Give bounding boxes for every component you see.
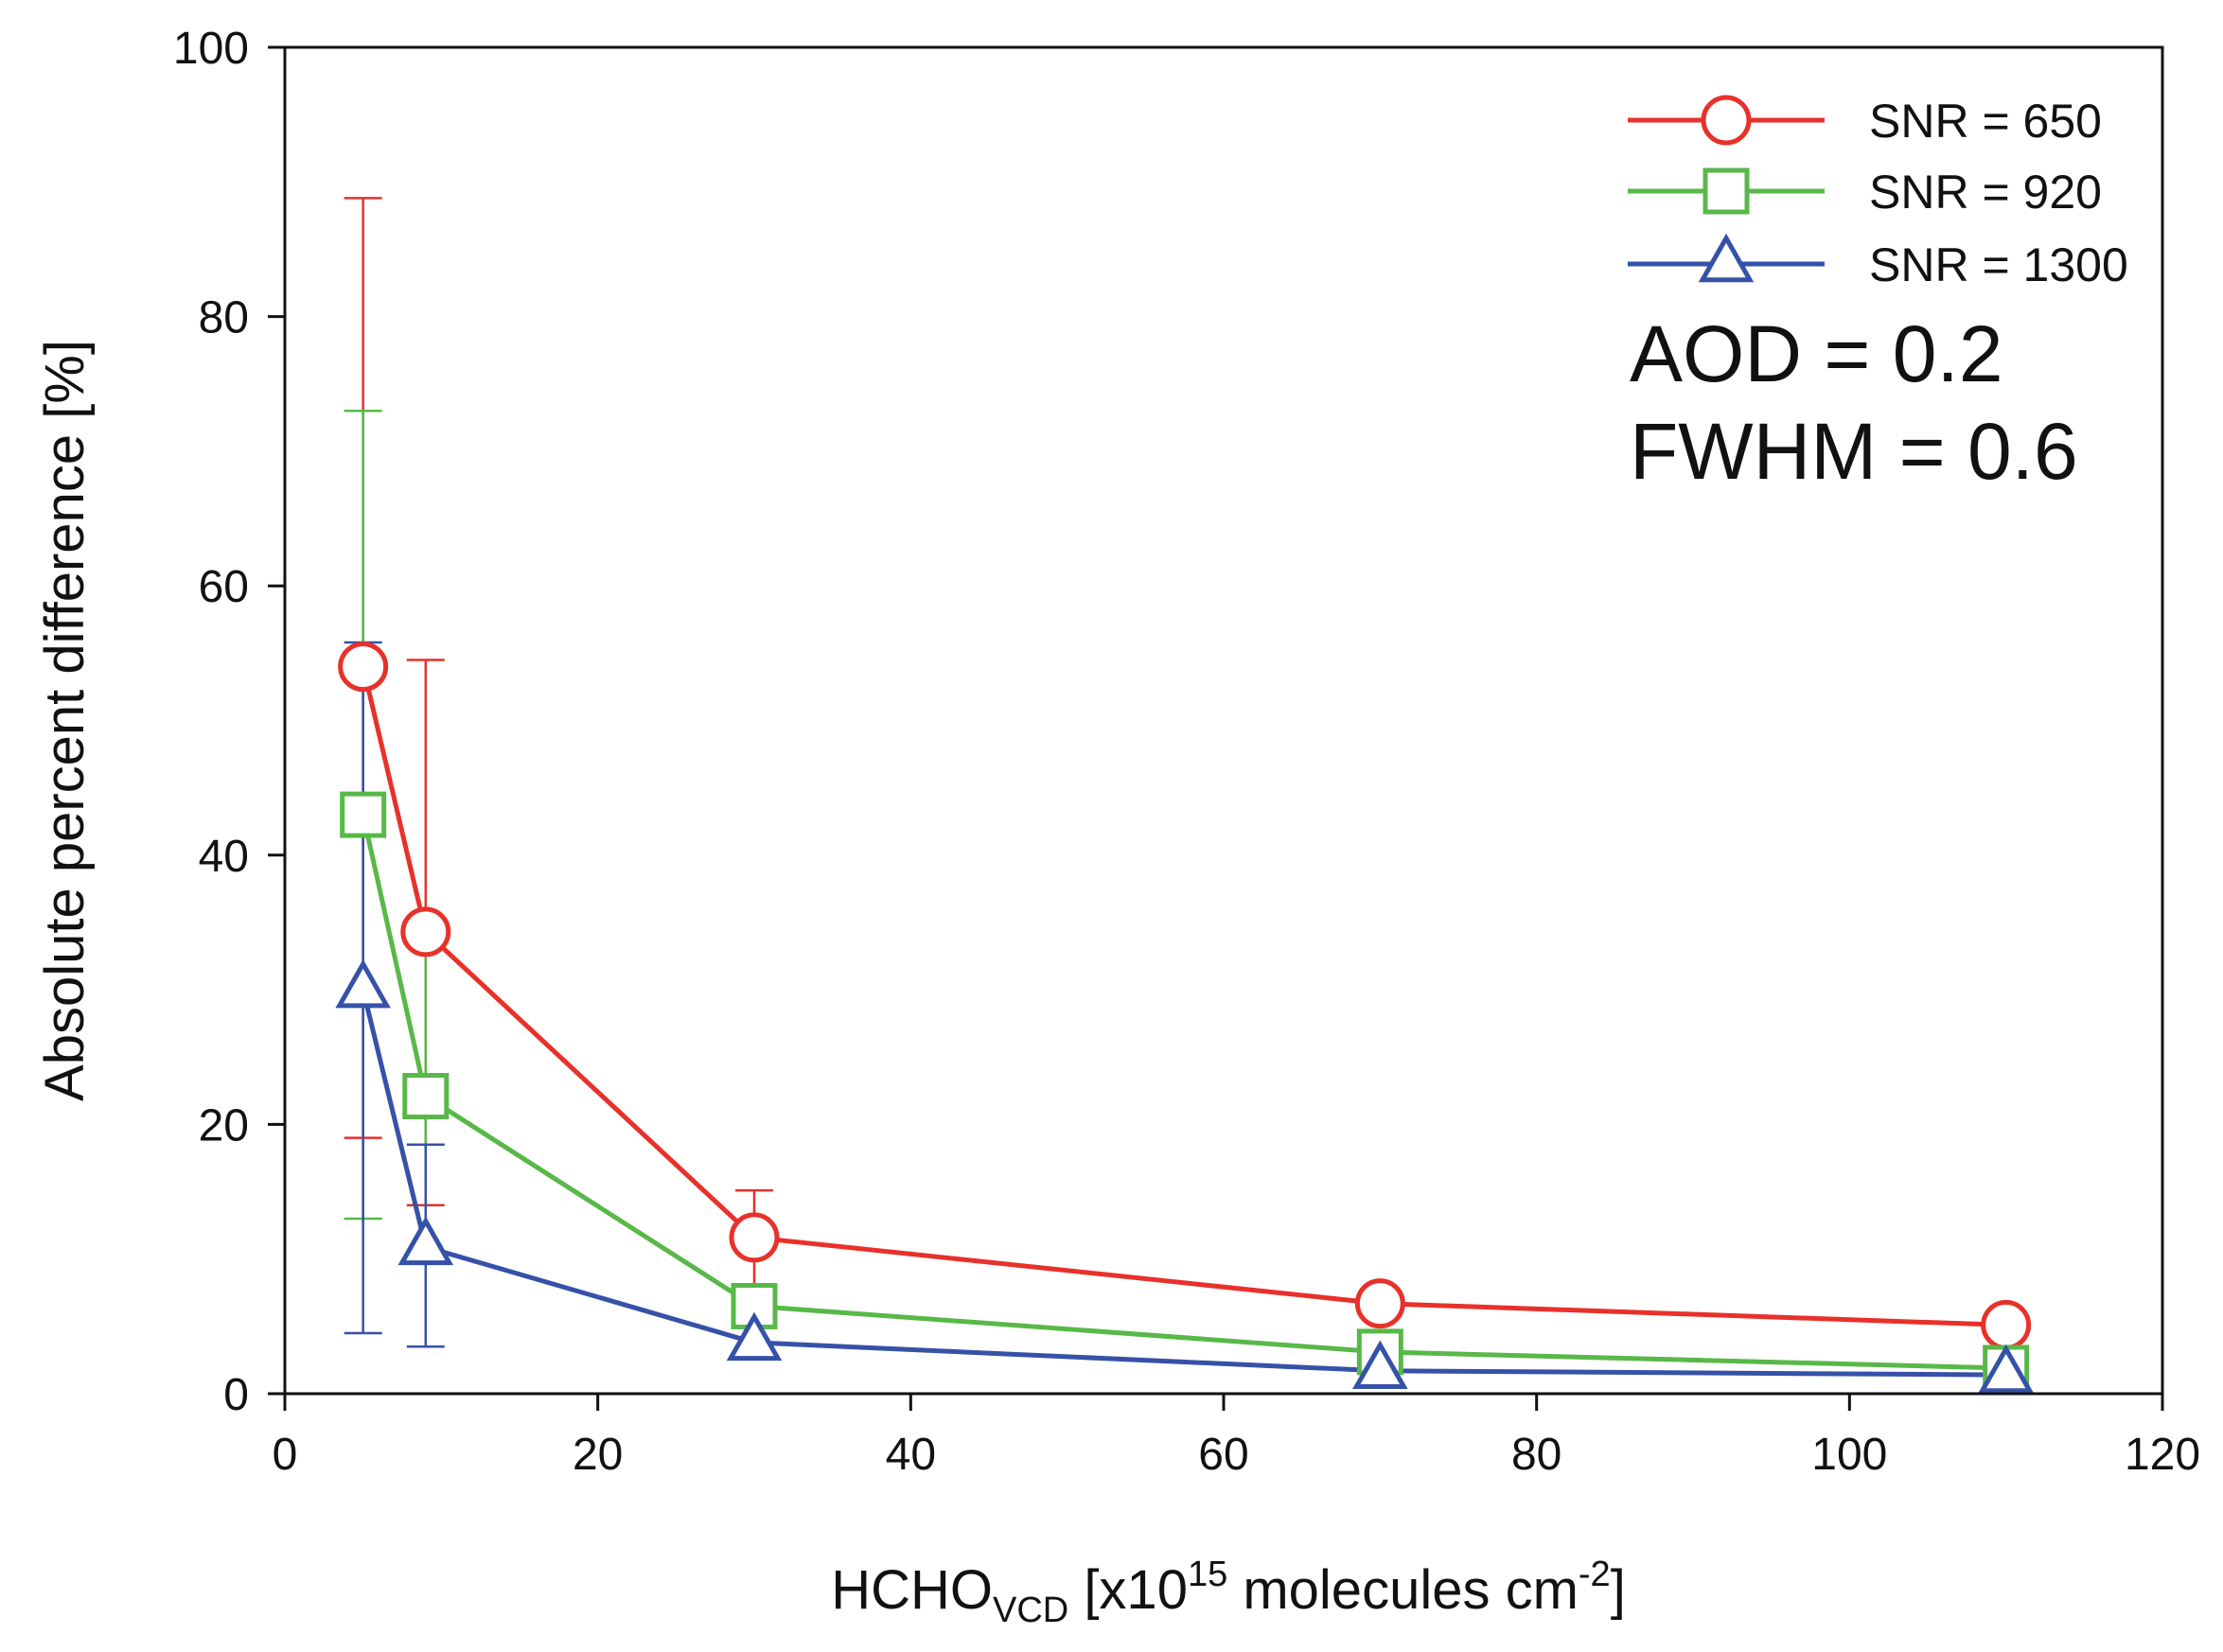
x-tick-label-60: 60	[1198, 1430, 1248, 1480]
marker-snr-1300-4	[1978, 1344, 2034, 1394]
marker-snr-650-2	[729, 1212, 780, 1263]
series-markers	[335, 641, 2034, 1394]
tick-labels: 0 20 40 60 80 100 120 0 20 40 60 80 100	[173, 24, 2200, 1480]
y-tick-label-0: 0	[223, 1370, 249, 1420]
x-axis-label-superscript-1: 15	[1188, 1555, 1227, 1594]
marker-snr-920-1	[402, 1073, 450, 1120]
series-line-snr-650	[361, 666, 2006, 1327]
marker-snr-650-4	[1981, 1299, 2032, 1350]
x-axis-label-end: ]	[1611, 1559, 1626, 1621]
axis-ticks	[268, 45, 2164, 1411]
x-axis-label: HCHOVCD [x1015 molecules cm-2]	[831, 1555, 1626, 1630]
legend: SNR = 650 SNR = 920 SNR = 1300	[1628, 95, 2128, 291]
x-tick-label-40: 40	[886, 1430, 936, 1480]
legend-marker-snr-1300	[1698, 233, 1755, 283]
y-axis-label: Absolute percent difference [%]	[34, 340, 96, 1101]
y-tick-label-80: 80	[199, 293, 249, 343]
marker-snr-650-3	[1354, 1278, 1405, 1329]
legend-label-snr-1300: SNR = 1300	[1869, 238, 2128, 291]
x-tick-label-100: 100	[1811, 1430, 1887, 1480]
legend-marker-snr-650	[1701, 95, 1752, 146]
marker-snr-1300-2	[726, 1311, 783, 1362]
x-axis-label-superscript-2: -2	[1579, 1555, 1611, 1594]
legend-item-snr-1300: SNR = 1300	[1628, 233, 2128, 291]
x-tick-label-80: 80	[1511, 1430, 1561, 1480]
annotation-fwhm: FWHM = 0.6	[1630, 407, 2078, 496]
legend-item-snr-650: SNR = 650	[1628, 95, 2102, 148]
y-tick-label-60: 60	[199, 562, 249, 612]
x-axis-label-mid: [x10	[1068, 1559, 1188, 1621]
marker-snr-1300-3	[1352, 1340, 1408, 1390]
annotation-aod: AOD = 0.2	[1630, 309, 2003, 398]
marker-snr-920-0	[340, 791, 387, 838]
legend-marker-snr-920	[1703, 167, 1750, 215]
y-tick-label-40: 40	[199, 832, 249, 882]
x-tick-label-0: 0	[273, 1430, 298, 1480]
marker-snr-1300-0	[335, 958, 391, 1009]
x-axis-label-subscript: VCD	[993, 1590, 1068, 1630]
legend-label-snr-650: SNR = 650	[1869, 95, 2102, 148]
x-tick-label-120: 120	[2125, 1430, 2200, 1480]
x-axis-label-tail: molecules cm	[1227, 1559, 1579, 1621]
legend-label-snr-920: SNR = 920	[1869, 166, 2102, 219]
x-tick-label-20: 20	[573, 1430, 623, 1480]
x-axis-label-main: HCHO	[831, 1559, 993, 1621]
y-tick-label-100: 100	[173, 24, 249, 74]
marker-snr-650-1	[400, 906, 451, 958]
marker-snr-650-0	[338, 641, 389, 693]
legend-item-snr-920: SNR = 920	[1628, 166, 2102, 219]
y-tick-label-20: 20	[199, 1100, 249, 1151]
series-lines	[361, 666, 2006, 1378]
marker-snr-1300-1	[397, 1216, 454, 1266]
